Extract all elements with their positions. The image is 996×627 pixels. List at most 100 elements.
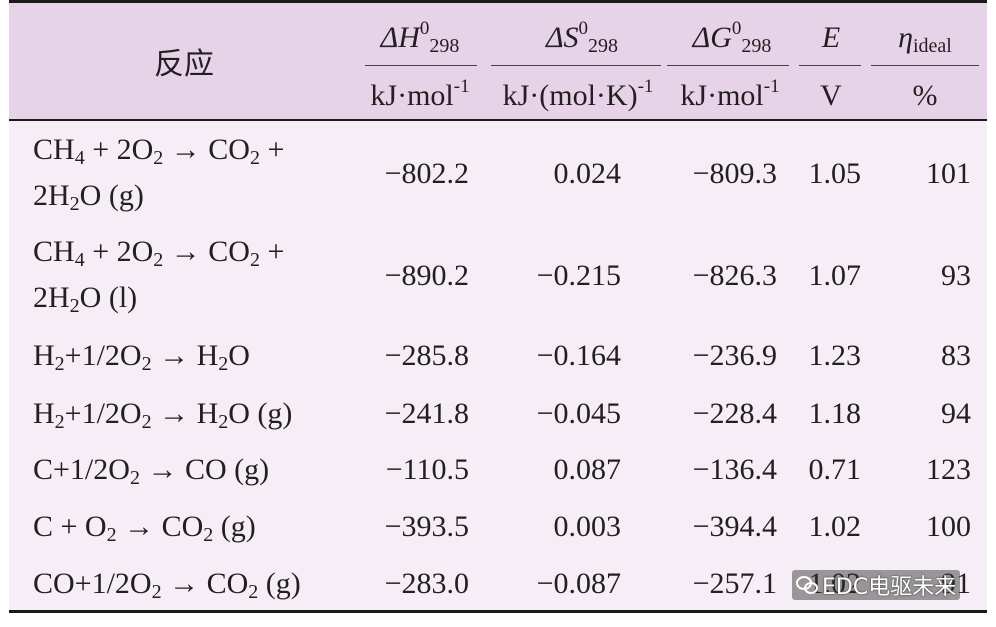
cell-e: 0.71 [808, 453, 862, 486]
dh-rule [365, 65, 477, 66]
cell-eta: 93 [941, 259, 971, 292]
header-eta: ηideal [873, 21, 977, 57]
rx-part: 2H [33, 281, 70, 314]
rx-part: → CO (g) [139, 453, 270, 486]
dg-rule [667, 65, 789, 66]
rx-part: +1/2O [64, 397, 142, 430]
watermark-text: EDC电驱未来 [822, 575, 957, 600]
dh-unit-sup: -1 [453, 76, 470, 97]
header-eta-unit: % [912, 79, 938, 112]
ds-unit: kJ·(mol·K) [502, 79, 638, 112]
cell-ds: 0.087 [553, 453, 622, 486]
reaction-cell: CO+1/2O2 → CO2 (g) [33, 562, 301, 606]
rx-part: + [259, 133, 285, 166]
dg-sub: 298 [741, 35, 772, 57]
rx-sub: 2 [249, 147, 260, 169]
rx-part: +1/2O [64, 339, 142, 372]
cell-e: 1.05 [808, 157, 862, 190]
cell-e: 1.07 [808, 259, 862, 292]
rx-sub: 2 [54, 411, 65, 433]
rx-sub: 2 [218, 411, 229, 433]
rx-sub: 2 [153, 249, 164, 271]
dg-symbol: ΔG [692, 21, 732, 54]
rx-part: C + O [33, 510, 107, 543]
cell-dg: −826.3 [692, 259, 777, 292]
cell-dh: −890.2 [384, 259, 469, 292]
rx-part: C+1/2O [33, 453, 130, 486]
rx-part: O [228, 339, 250, 372]
cell-eta: 123 [926, 453, 971, 486]
cell-dg: −394.4 [692, 510, 777, 543]
rx-part: CO+1/2O [33, 567, 152, 600]
header-dh-unit: kJ·mol-1 [359, 76, 481, 113]
cell-ds: −0.164 [536, 339, 621, 372]
rx-sub: 2 [249, 249, 260, 271]
table-header: 反应 ΔH0298 kJ·mol-1 ΔS0298 kJ·(mol·K)-1 Δ… [9, 0, 987, 121]
dh-unit: kJ·mol [370, 79, 454, 112]
reaction-cell-line2: 2H2O (g) [33, 174, 144, 218]
e-rule [799, 65, 861, 66]
rx-sub: 4 [74, 249, 85, 271]
cell-eta: 101 [926, 157, 971, 190]
dg-unit: kJ·mol [680, 79, 764, 112]
reaction-cell: H2+1/2O2 → H2O (g) [33, 392, 292, 436]
cell-eta: 94 [941, 397, 971, 430]
header-dh: ΔH0298 [361, 18, 479, 56]
cell-eta: 83 [941, 339, 971, 372]
header-ds: ΔS0298 [501, 19, 663, 57]
cell-ds: 0.003 [553, 510, 622, 543]
dh-sup: 0 [419, 18, 430, 39]
reaction-cell: CH4 + 2O2 → CO2 + [33, 230, 284, 274]
rx-part: → CO [163, 235, 250, 268]
rx-sub: 2 [129, 467, 140, 489]
cell-ds: 0.024 [553, 157, 622, 190]
ds-symbol: ΔS [545, 21, 579, 54]
reaction-cell: CH4 + 2O2 → CO2 + [33, 128, 284, 172]
cell-ds: −0.045 [536, 397, 621, 430]
rx-sub: 2 [106, 524, 117, 546]
rx-sub: 2 [151, 581, 162, 603]
header-ds-unit: kJ·(mol·K)-1 [487, 77, 669, 113]
reaction-cell-line2: 2H2O (l) [33, 276, 137, 320]
rx-sub: 2 [69, 295, 80, 317]
cell-e: 1.23 [808, 339, 862, 372]
rx-sub: 2 [54, 353, 65, 375]
rx-part: → CO [163, 133, 250, 166]
rx-part: + 2O [84, 133, 154, 166]
table-row: H2+1/2O2 → H2O −285.8 −0.164 −236.9 1.23… [9, 334, 987, 378]
header-e: E [821, 21, 841, 54]
header-reaction: 反应 [154, 47, 214, 82]
cell-dg: −136.4 [692, 453, 777, 486]
rx-sub: 2 [153, 147, 164, 169]
cell-dh: −283.0 [384, 567, 469, 600]
cell-eta: 100 [926, 510, 971, 543]
cell-dh: −110.5 [385, 453, 469, 486]
rx-sub: 2 [203, 524, 214, 546]
table-row: CH4 + 2O2 → CO2 + 2H2O (g) −802.2 0.024 … [9, 128, 987, 220]
thermo-table: 反应 ΔH0298 kJ·mol-1 ΔS0298 kJ·(mol·K)-1 Δ… [9, 0, 987, 612]
ds-sub: 298 [588, 35, 619, 57]
header-dg: ΔG0298 [673, 18, 791, 57]
rx-part: → H [151, 397, 219, 430]
rx-part: + 2O [84, 235, 154, 268]
wechat-icon [796, 575, 818, 595]
table-row: C+1/2O2 → CO (g) −110.5 0.087 −136.4 0.7… [9, 448, 987, 492]
eta-symbol: η [898, 21, 913, 54]
table-bottom-rule [9, 610, 987, 613]
cell-dg: −228.4 [692, 397, 777, 430]
rx-part: O (g) [79, 179, 144, 212]
rx-part: → CO [116, 510, 204, 543]
rx-sub: 2 [69, 193, 80, 215]
dg-sup: 0 [731, 18, 742, 39]
cell-eta: 91 [941, 567, 971, 600]
eta-sub: ideal [913, 35, 952, 57]
cell-dh: −802.2 [384, 157, 469, 190]
table-row: H2+1/2O2 → H2O (g) −241.8 −0.045 −228.4 … [9, 392, 987, 436]
dg-unit-sup: -1 [763, 76, 780, 97]
cell-dh: −285.8 [384, 339, 469, 372]
header-dg-unit: kJ·mol-1 [669, 76, 791, 113]
rx-sub: 4 [74, 147, 85, 169]
rx-part: CH [33, 235, 75, 268]
header-e-unit: V [820, 79, 842, 112]
rx-part: (g) [258, 567, 301, 600]
